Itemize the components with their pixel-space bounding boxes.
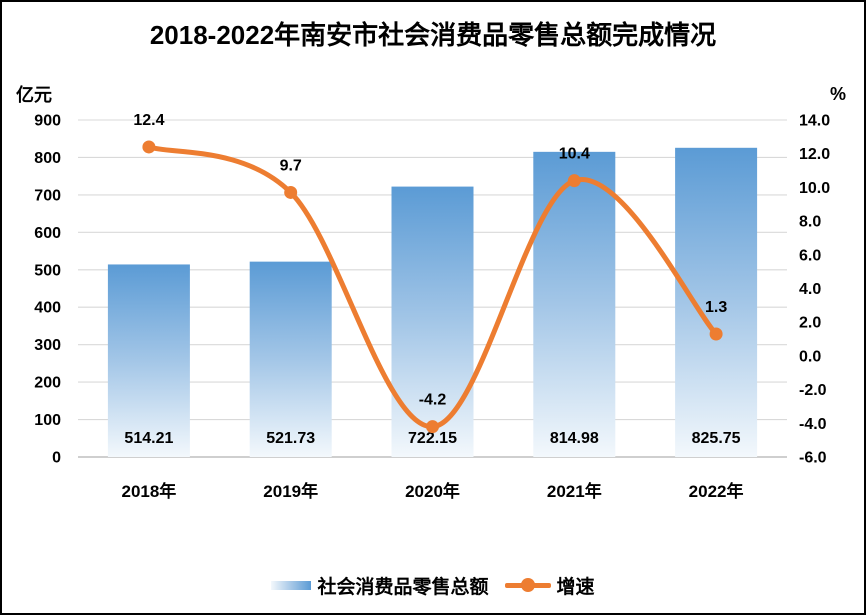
left-axis-tick: 800 xyxy=(34,150,61,167)
bar-2020年 xyxy=(391,186,474,457)
right-axis-tick: 12.0 xyxy=(799,146,830,163)
bar-value-label: 514.21 xyxy=(124,430,173,447)
legend-label-bar-series: 社会消费品零售总额 xyxy=(317,576,489,598)
line-marker-2020年 xyxy=(426,420,439,434)
bar-2019年 xyxy=(249,261,332,457)
legend-item-bar-series: 社会消费品零售总额 xyxy=(271,572,489,599)
left-axis-tick: 400 xyxy=(34,300,61,317)
chart-title: 2018-2022年南安市社会消费品零售总额完成情况 xyxy=(149,20,717,50)
bar-2022年 xyxy=(675,147,758,458)
right-axis-tick: 0.0 xyxy=(799,348,821,365)
line-value-label: -4.2 xyxy=(419,392,447,409)
line-marker-2018年 xyxy=(142,140,156,154)
bar-value-label: 521.73 xyxy=(266,430,315,447)
line-value-label: 10.4 xyxy=(559,146,590,163)
line-value-label: 12.4 xyxy=(133,112,164,129)
x-axis-label: 2020年 xyxy=(405,481,460,501)
x-axis-label: 2021年 xyxy=(547,481,602,501)
legend-label-line-series: 增速 xyxy=(556,576,595,598)
legend-item-line-series: 增速 xyxy=(504,572,595,599)
right-axis-tick: 2.0 xyxy=(799,315,821,332)
bar-series-swatch xyxy=(271,580,312,590)
right-axis-tick: 10.0 xyxy=(799,180,830,197)
line-value-label: 1.3 xyxy=(705,299,727,316)
left-axis-tick: 500 xyxy=(34,262,61,279)
left-axis-tick: 600 xyxy=(34,225,61,242)
right-axis-tick: 8.0 xyxy=(799,214,821,231)
bar-2021年 xyxy=(533,151,616,457)
left-axis-tick: 0 xyxy=(52,450,61,467)
growth-line xyxy=(146,144,719,430)
line-series-swatch xyxy=(504,578,551,592)
bar-value-label: 814.98 xyxy=(550,430,599,447)
left-axis-tick: 100 xyxy=(34,412,61,429)
bar-value-label: 722.15 xyxy=(408,430,457,447)
x-axis-label: 2019年 xyxy=(263,481,318,501)
right-axis-tick: -4.0 xyxy=(799,416,827,433)
left-axis-tick: 900 xyxy=(34,113,61,130)
x-axis-label: 2018年 xyxy=(121,481,176,501)
right-axis-tick: 6.0 xyxy=(799,247,821,264)
line-marker-2021年 xyxy=(567,174,581,188)
right-axis-unit: % xyxy=(830,84,847,104)
bar-2018年 xyxy=(107,264,190,457)
line-marker-2019年 xyxy=(284,185,298,199)
right-axis-tick: -2.0 xyxy=(799,382,827,399)
legend: 社会消费品零售总额 增速 xyxy=(2,571,864,599)
line-value-label: 9.7 xyxy=(280,157,302,174)
line-marker-dot-icon xyxy=(520,578,535,592)
bar-value-label: 825.75 xyxy=(692,430,741,447)
left-axis-tick: 200 xyxy=(34,375,61,392)
x-axis-label: 2022年 xyxy=(689,481,744,501)
line-marker-2022年 xyxy=(709,327,723,341)
right-axis-tick: -6.0 xyxy=(799,450,827,467)
right-axis-tick: 14.0 xyxy=(799,113,830,130)
left-axis-tick: 700 xyxy=(34,187,61,204)
left-axis-unit: 亿元 xyxy=(16,85,52,105)
left-axis-tick: 300 xyxy=(34,337,61,354)
right-axis-tick: 4.0 xyxy=(799,281,821,298)
